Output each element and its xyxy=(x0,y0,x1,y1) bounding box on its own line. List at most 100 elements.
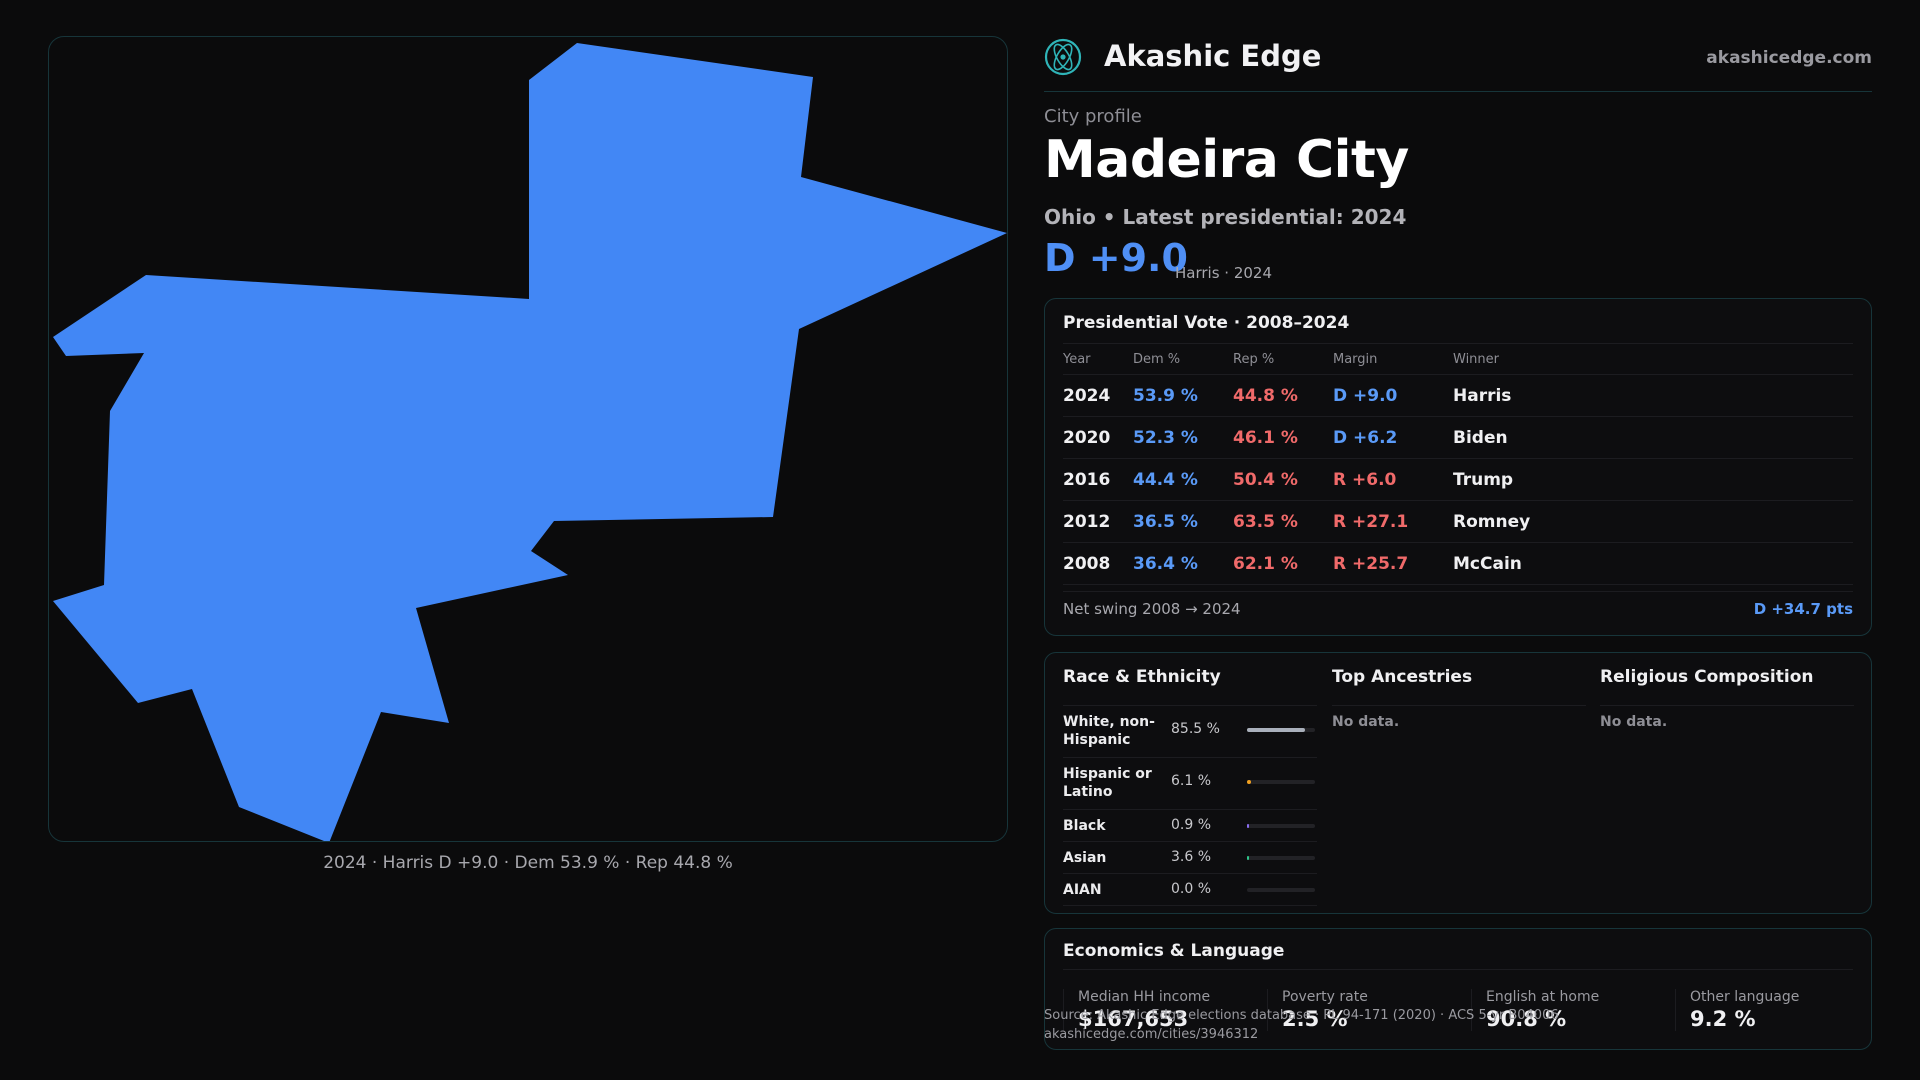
table-row: 2020 52.3 % 46.1 % D +6.2 Biden xyxy=(1063,417,1853,459)
stat-value: 90.8 % xyxy=(1486,1007,1567,1031)
cell-winner: Trump xyxy=(1453,470,1514,490)
vote-card-title: Presidential Vote · 2008–2024 xyxy=(1063,313,1350,333)
race-row: AIAN 0.0 % xyxy=(1063,874,1317,906)
cell-winner: McCain xyxy=(1453,554,1522,574)
cell-winner: Romney xyxy=(1453,512,1531,532)
latest-margin: D +9.0 xyxy=(1044,236,1188,280)
religion-empty-text: No data. xyxy=(1600,714,1668,730)
brand-url-link[interactable]: akashicedge.com xyxy=(1706,48,1872,68)
cell-year: 2016 xyxy=(1063,470,1111,490)
city-boundary-shape xyxy=(53,43,1007,841)
divider xyxy=(1332,705,1586,706)
economics-stat: English at home 90.8 % xyxy=(1471,989,1661,1031)
religion-section-title: Religious Composition xyxy=(1600,667,1814,687)
cell-year: 2024 xyxy=(1063,386,1111,406)
cell-dem-pct: 36.4 % xyxy=(1133,554,1198,574)
race-share-bar xyxy=(1247,856,1315,860)
table-row: 2008 36.4 % 62.1 % R +25.7 McCain xyxy=(1063,543,1853,585)
race-label: AIAN xyxy=(1063,882,1102,898)
cell-dem-pct: 36.5 % xyxy=(1133,512,1198,532)
cell-rep-pct: 46.1 % xyxy=(1233,428,1298,448)
table-header-row: Year Dem % Rep % Margin Winner xyxy=(1063,345,1853,375)
latest-margin-note: Harris · 2024 xyxy=(1175,264,1273,282)
header-rep: Rep % xyxy=(1233,352,1275,367)
city-boundary-map xyxy=(53,43,1007,841)
economics-stat: Median HH income $167,653 xyxy=(1063,989,1253,1031)
religion-section: Religious Composition No data. xyxy=(1600,667,1854,730)
map-caption: 2024 · Harris D +9.0 · Dem 53.9 % · Rep … xyxy=(323,853,733,873)
cell-winner: Harris xyxy=(1453,386,1512,406)
stat-label: Other language xyxy=(1690,989,1800,1005)
stat-value: $167,653 xyxy=(1078,1007,1189,1031)
ancestries-section-title: Top Ancestries xyxy=(1332,667,1473,687)
race-share-bar xyxy=(1247,780,1315,784)
cell-margin: R +27.1 xyxy=(1333,512,1409,532)
header-dem: Dem % xyxy=(1133,352,1181,367)
divider xyxy=(1063,343,1853,344)
cell-winner: Biden xyxy=(1453,428,1508,448)
race-row: Asian 3.6 % xyxy=(1063,842,1317,874)
race-share-bar xyxy=(1247,728,1315,732)
page-subtitle: Ohio • Latest presidential: 2024 xyxy=(1044,205,1407,229)
divider xyxy=(1063,969,1853,970)
source-citation: Source: Akashic Edge elections database … xyxy=(1044,1008,1559,1023)
race-label: Black xyxy=(1063,818,1106,834)
brand-name: Akashic Edge xyxy=(1104,39,1322,73)
stat-label: Poverty rate xyxy=(1282,989,1368,1005)
cell-year: 2012 xyxy=(1063,512,1111,532)
race-row: Hispanic or Latino 6.1 % xyxy=(1063,758,1317,810)
source-note: Source: Akashic Edge elections database … xyxy=(1044,1006,1559,1044)
cell-margin: R +6.0 xyxy=(1333,470,1397,490)
header-winner: Winner xyxy=(1453,352,1500,367)
cell-year: 2008 xyxy=(1063,554,1111,574)
table-row: 2016 44.4 % 50.4 % R +6.0 Trump xyxy=(1063,459,1853,501)
page-title: Madeira City xyxy=(1044,130,1409,190)
cell-year: 2020 xyxy=(1063,428,1111,448)
divider xyxy=(1063,705,1317,706)
race-label: White, non-Hispanic xyxy=(1063,714,1155,748)
race-row: Black 0.9 % xyxy=(1063,810,1317,842)
economics-stat: Other language 9.2 % xyxy=(1675,989,1865,1031)
economics-language-card: Economics & Language Median HH income $16… xyxy=(1044,928,1872,1050)
race-share-fill xyxy=(1247,856,1250,860)
header-year: Year xyxy=(1063,352,1091,367)
economics-card-title: Economics & Language xyxy=(1063,941,1285,961)
race-share-fill xyxy=(1247,780,1252,784)
cell-rep-pct: 63.5 % xyxy=(1233,512,1298,532)
race-label: Hispanic or Latino xyxy=(1063,766,1152,800)
page-eyebrow: City profile xyxy=(1044,106,1142,127)
source-url-link[interactable]: akashicedge.com/cities/3946312 xyxy=(1044,1027,1259,1042)
net-swing-label: Net swing 2008 → 2024 xyxy=(1063,600,1241,618)
cell-rep-pct: 50.4 % xyxy=(1233,470,1298,490)
race-share-bar xyxy=(1247,824,1315,828)
vote-table: Year Dem % Rep % Margin Winner 2024 53.9 … xyxy=(1063,345,1853,585)
race-percent: 3.6 % xyxy=(1171,849,1212,865)
brand-header: Akashic Edge akashicedge.com xyxy=(1044,36,1872,92)
cell-margin: D +9.0 xyxy=(1333,386,1398,406)
cell-dem-pct: 53.9 % xyxy=(1133,386,1198,406)
city-map-panel xyxy=(48,36,1008,842)
divider xyxy=(1600,705,1854,706)
race-percent: 6.1 % xyxy=(1171,773,1212,789)
race-share-bar xyxy=(1247,888,1315,892)
presidential-vote-card: Presidential Vote · 2008–2024 Year Dem %… xyxy=(1044,298,1872,636)
race-row: White, non-Hispanic 85.5 % xyxy=(1063,706,1317,758)
stat-label: Median HH income xyxy=(1078,989,1211,1005)
ancestries-empty-text: No data. xyxy=(1332,714,1400,730)
race-ethnicity-section: Race & Ethnicity White, non-Hispanic 85.5… xyxy=(1063,667,1317,906)
cell-dem-pct: 52.3 % xyxy=(1133,428,1198,448)
race-percent: 0.9 % xyxy=(1171,817,1212,833)
table-row: 2012 36.5 % 63.5 % R +27.1 Romney xyxy=(1063,501,1853,543)
race-percent: 0.0 % xyxy=(1171,881,1212,897)
race-share-fill xyxy=(1247,824,1249,828)
atom-logo-icon xyxy=(1044,38,1082,76)
net-swing-value: D +34.7 pts xyxy=(1753,600,1853,618)
race-percent: 85.5 % xyxy=(1171,721,1220,737)
race-label: Asian xyxy=(1063,850,1107,866)
table-row: 2024 53.9 % 44.8 % D +9.0 Harris xyxy=(1063,375,1853,417)
stat-value: 9.2 % xyxy=(1690,1007,1756,1031)
stat-value: 2.5 % xyxy=(1282,1007,1348,1031)
ancestries-section: Top Ancestries No data. xyxy=(1332,667,1586,730)
cell-rep-pct: 44.8 % xyxy=(1233,386,1298,406)
economics-stat: Poverty rate 2.5 % xyxy=(1267,989,1457,1031)
